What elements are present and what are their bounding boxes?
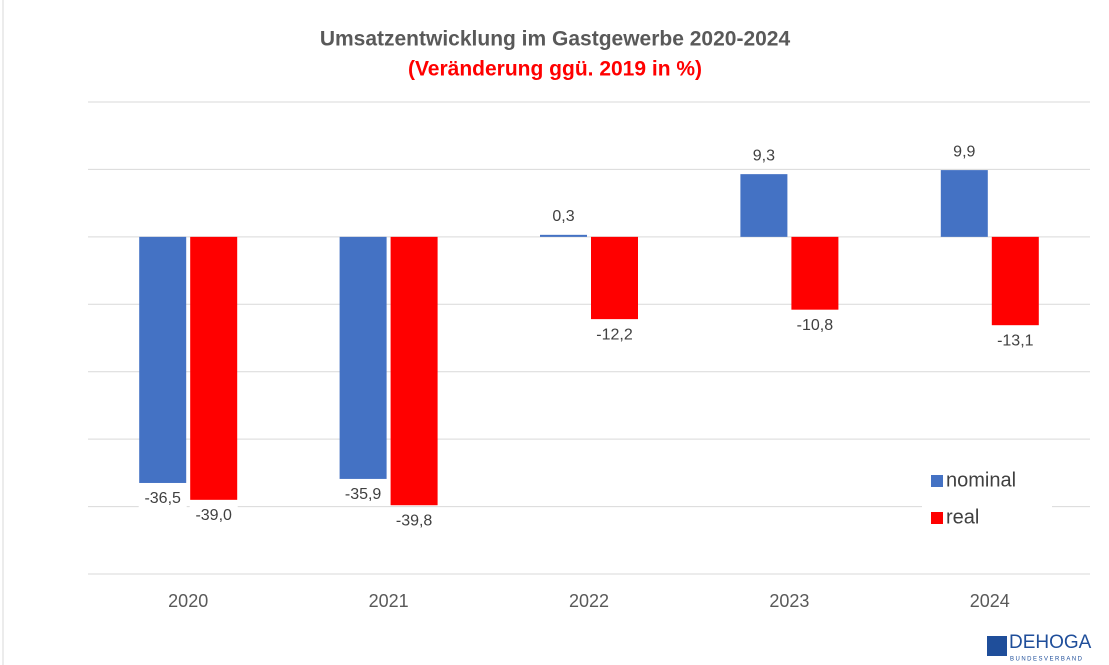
bar — [591, 236, 638, 320]
bar — [940, 170, 988, 237]
value-label: -35,9 — [345, 486, 382, 503]
legend-label: real — [946, 506, 979, 528]
x-tick-label: 2021 — [369, 591, 409, 611]
bar — [139, 236, 187, 483]
value-label-bg — [339, 484, 388, 505]
legend-bg — [922, 462, 1052, 538]
x-tick-label: 2024 — [970, 591, 1010, 611]
chart-title: Umsatzentwicklung im Gastgewerbe 2020-20… — [320, 28, 791, 51]
value-label: -39,0 — [195, 507, 232, 524]
x-tick-label: 2022 — [569, 591, 609, 611]
value-label: 9,3 — [753, 147, 775, 164]
bar — [991, 236, 1039, 326]
value-label: -10,8 — [797, 317, 834, 334]
value-label-bg — [189, 505, 238, 526]
value-label: -13,1 — [997, 332, 1034, 349]
x-tick-label: 2023 — [769, 591, 809, 611]
bar — [339, 236, 387, 479]
bar — [740, 174, 788, 237]
value-label: 9,9 — [953, 143, 975, 160]
value-label: -36,5 — [144, 490, 181, 507]
value-label-bg — [739, 146, 788, 167]
bar — [791, 236, 839, 310]
bar — [390, 236, 438, 506]
value-label-bg — [790, 315, 839, 336]
value-label-bg — [138, 488, 187, 509]
value-label-bg — [539, 206, 588, 227]
value-label: -39,8 — [396, 512, 433, 529]
logo-text: DEHOGA — [1009, 632, 1092, 653]
x-tick-label: 2020 — [168, 591, 208, 611]
legend-label: nominal — [946, 469, 1016, 491]
bar — [190, 236, 238, 500]
logo-icon — [987, 636, 1007, 656]
bar — [540, 234, 587, 237]
legend-swatch — [931, 475, 943, 487]
value-label: 0,3 — [552, 208, 574, 225]
logo-subtext: BUNDESVERBAND — [1010, 657, 1084, 663]
value-label-bg — [991, 331, 1040, 352]
legend-swatch — [931, 512, 943, 524]
value-label-bg — [390, 511, 439, 532]
value-label-bg — [590, 325, 639, 346]
logo: DEHOGA BUNDESVERBAND — [987, 632, 1092, 663]
value-label-bg — [940, 142, 989, 163]
value-label: -12,2 — [596, 326, 633, 343]
chart-subtitle: (Veränderung ggü. 2019 in %) — [408, 58, 702, 81]
